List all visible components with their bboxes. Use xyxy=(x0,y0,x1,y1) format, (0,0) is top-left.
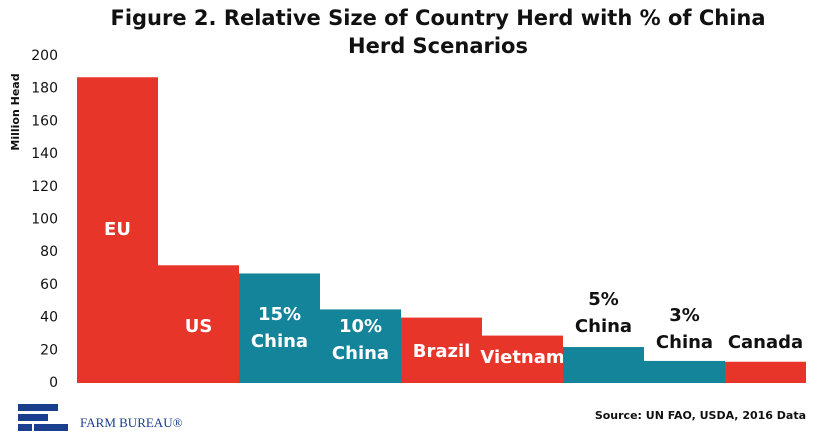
bar-label: China xyxy=(251,331,308,352)
bar-label: Brazil xyxy=(413,341,471,362)
y-tick-label: 100 xyxy=(31,212,58,228)
bar-label: US xyxy=(185,316,213,337)
bar-label: 5% xyxy=(588,289,619,310)
y-tick-label: 180 xyxy=(31,81,58,97)
y-tick-label: 0 xyxy=(49,375,58,391)
y-tick-label: 140 xyxy=(31,146,58,162)
bar xyxy=(563,347,644,383)
bar xyxy=(401,317,482,383)
bar xyxy=(320,309,401,383)
bar-label: EU xyxy=(104,219,131,240)
bar-label: Vietnam xyxy=(480,347,564,368)
bar-label: 3% xyxy=(669,305,700,326)
bar-label: 10% xyxy=(339,316,382,337)
bar-label: China xyxy=(575,316,632,337)
chart-title: Figure 2. Relative Size of Country Herd … xyxy=(110,6,765,30)
logo xyxy=(18,404,68,431)
y-tick-label: 200 xyxy=(31,48,58,64)
y-tick-label: 60 xyxy=(40,277,58,293)
bar-label: China xyxy=(332,343,389,364)
chart-title: Herd Scenarios xyxy=(348,34,528,58)
bar xyxy=(158,265,239,383)
bar-label: 15% xyxy=(258,304,301,325)
bar xyxy=(644,360,725,383)
bar xyxy=(482,335,563,383)
bar xyxy=(239,273,320,383)
y-tick-label: 120 xyxy=(31,179,58,195)
y-axis-label: Million Head xyxy=(9,73,22,150)
y-tick-label: 20 xyxy=(40,342,58,358)
y-tick-label: 160 xyxy=(31,113,58,129)
source: Source: UN FAO, USDA, 2016 Data xyxy=(595,409,806,422)
bar-label: China xyxy=(656,332,713,353)
y-tick-label: 80 xyxy=(40,244,58,260)
bar-label: Canada xyxy=(728,332,803,353)
brand: FARM BUREAU® xyxy=(80,415,183,430)
bar xyxy=(77,77,158,383)
y-tick-label: 40 xyxy=(40,310,58,326)
bar xyxy=(725,361,806,383)
